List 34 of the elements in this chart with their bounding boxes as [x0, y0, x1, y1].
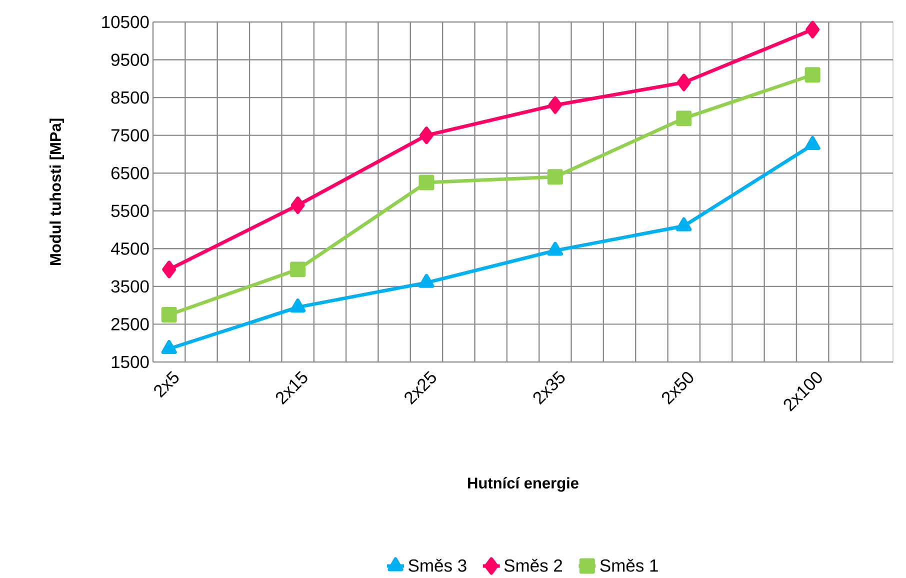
- point: [290, 262, 306, 278]
- point: [419, 126, 434, 144]
- point: [290, 196, 305, 214]
- legend-label: Směs 3: [408, 558, 466, 572]
- y-tick-label: 8500: [111, 91, 149, 104]
- y-tick-label: 10500: [102, 16, 149, 28]
- y-tick-label: 9500: [111, 54, 149, 66]
- y-tick-label: 2500: [111, 318, 149, 330]
- x-tick-label: 2x5: [154, 370, 179, 398]
- point: [161, 340, 177, 354]
- y-tick-label: 6500: [111, 166, 149, 180]
- legend-label: Směs 2: [504, 558, 562, 572]
- y-tick-label: 7500: [111, 129, 149, 142]
- point: [418, 174, 434, 190]
- y-tick-label: 1500: [112, 356, 149, 368]
- y-tick-label: 3500: [111, 280, 149, 293]
- y-axis-title: Modul tuhosti [MPa]: [50, 118, 64, 265]
- point: [804, 136, 820, 150]
- y-tick-label: 4500: [110, 242, 149, 255]
- point: [290, 298, 306, 312]
- point: [676, 74, 691, 92]
- x-axis-title: Hutnící energie: [468, 477, 578, 492]
- point: [547, 242, 563, 256]
- point: [806, 20, 820, 38]
- point: [418, 274, 434, 288]
- point: [676, 110, 692, 126]
- point: [548, 96, 562, 114]
- point: [804, 67, 820, 83]
- point: [162, 260, 176, 278]
- point: [547, 169, 563, 185]
- y-tick-label: 5500: [111, 204, 149, 218]
- point: [161, 307, 177, 323]
- legend-label: Směs 1: [600, 558, 658, 572]
- point: [676, 217, 692, 232]
